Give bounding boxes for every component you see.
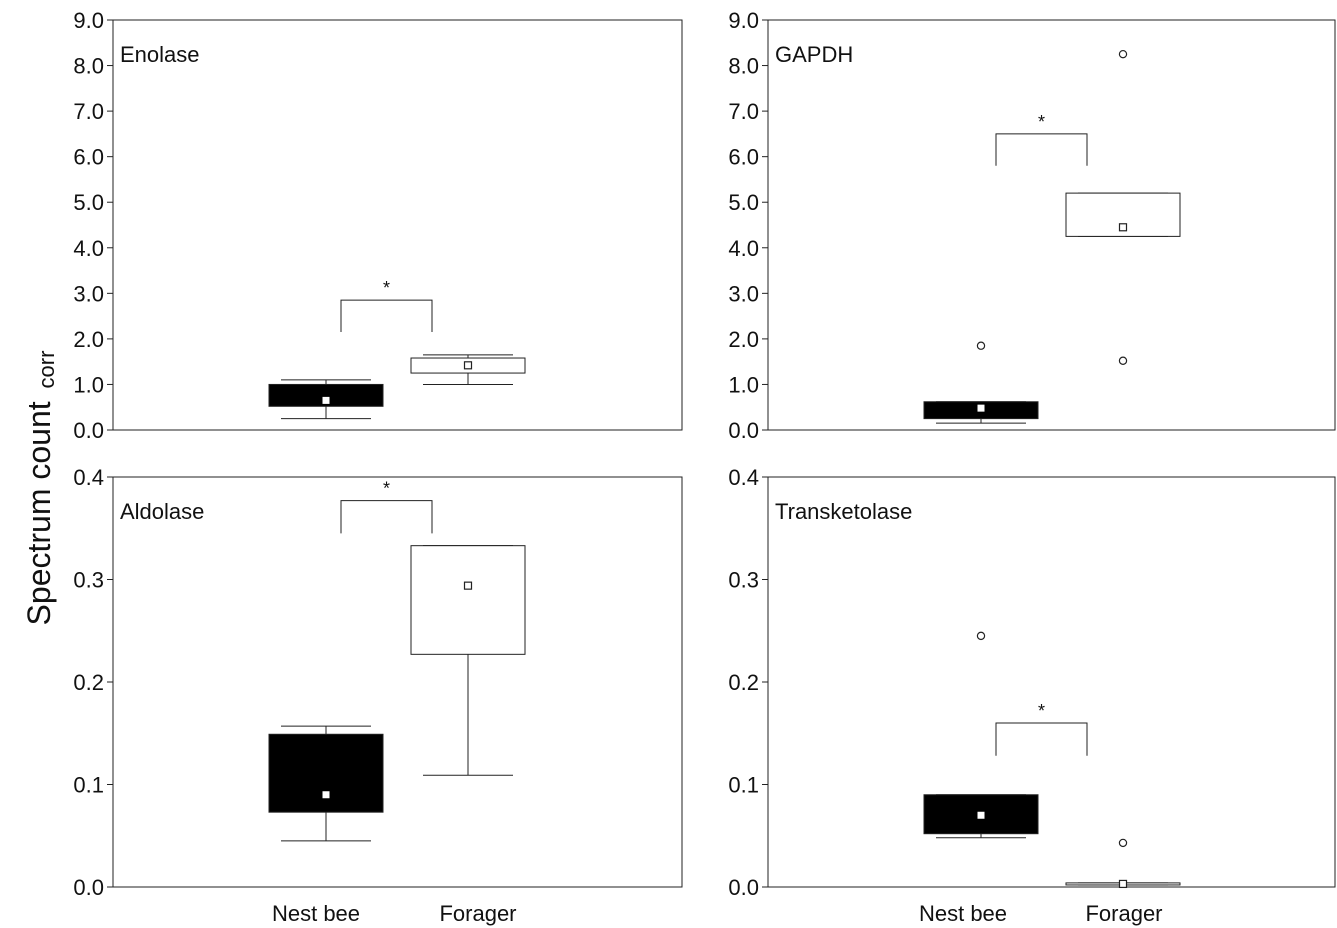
y-tick-label: 0.0 [728,875,759,900]
y-tick-label: 0.0 [73,875,104,900]
significance-bracket-aldolase [340,500,433,534]
y-tick-label: 4.0 [728,236,759,261]
box-iqr [410,545,526,655]
y-tick-label: 0.2 [73,670,104,695]
box-iqr [268,383,384,407]
panel-aldolase: 0.0 0.1 0.2 0.3 0.4 Aldolase * [73,465,683,900]
y-tick-label: 0.4 [728,465,759,490]
y-tick-label: 6.0 [728,145,759,170]
x-category-labels: Nest bee Forager Nest bee Forager [272,901,1163,926]
panel-title-transketolase: Transketolase [775,499,912,524]
box-transketolase-nest-bee [923,631,1039,839]
x-label-nest-bee-left: Nest bee [272,901,360,926]
significance-bracket-transketolase [995,722,1088,756]
mean-marker [463,581,473,590]
outlier-point [1118,356,1128,365]
box-gapdh-forager [1065,49,1181,365]
x-label-forager-left: Forager [439,901,516,926]
y-tick-label: 0.0 [73,418,104,443]
y-tick-label: 9.0 [728,8,759,33]
panel-transketolase: 0.0 0.1 0.2 0.3 0.4 Transketolase * [728,465,1336,900]
y-tick-label: 0.4 [73,465,104,490]
box-gapdh-nest-bee [923,341,1039,424]
y-axis-title: Spectrum count corr [21,351,59,626]
y-tick-label: 6.0 [73,145,104,170]
box-aldolase-nest-bee [268,725,384,842]
box-aldolase-forager [410,545,526,776]
y-axis-title-subscript: corr [34,351,59,389]
y-tick-label: 1.0 [728,372,759,397]
y-tick-label: 0.3 [73,568,104,593]
significance-bracket-enolase [340,299,433,333]
plot-frame-enolase [112,19,683,431]
box-transketolase-forager [1065,838,1181,889]
y-tick-label: 1.0 [73,372,104,397]
y-tick-label: 2.0 [728,327,759,352]
outlier-point [976,341,986,350]
y-tick-label: 7.0 [73,99,104,124]
y-tick-label: 9.0 [73,8,104,33]
y-tick-label: 3.0 [728,281,759,306]
mean-marker [322,791,330,799]
panel-title-aldolase: Aldolase [120,499,204,524]
panel-title-gapdh: GAPDH [775,42,853,67]
y-tick-label: 8.0 [728,54,759,79]
y-tick-label: 0.1 [728,773,759,798]
significance-label-enolase: * [383,278,390,298]
y-tick-label: 7.0 [728,99,759,124]
plot-frame-transketolase [767,476,1336,888]
panel-enolase: 0.0 1.0 2.0 3.0 4.0 5.0 6.0 7.0 8.0 9.0 Enolase * [73,8,683,443]
y-tick-label: 8.0 [73,54,104,79]
significance-label-gapdh: * [1038,112,1045,132]
y-tick-label: 5.0 [728,190,759,215]
mean-marker [322,396,330,404]
plot-frame-aldolase [112,476,683,888]
svg-text:Spectrum count corr: Spectrum count corr [21,351,59,626]
significance-label-aldolase: * [383,479,390,499]
y-tick-label: 0.1 [73,773,104,798]
box-enolase-nest-bee [268,379,384,420]
box-enolase-forager [410,354,526,385]
plot-frame-gapdh [767,19,1336,431]
mean-marker [463,361,473,370]
y-tick-label: 3.0 [73,281,104,306]
y-tick-label: 0.2 [728,670,759,695]
panel-title-enolase: Enolase [120,42,200,67]
significance-label-transketolase: * [1038,701,1045,721]
y-tick-label: 0.3 [728,568,759,593]
y-axis-title-main: Spectrum count [21,401,57,625]
panel-gapdh: 0.0 1.0 2.0 3.0 4.0 5.0 6.0 7.0 8.0 9.0 GAPDH * [728,8,1336,443]
significance-bracket-gapdh [995,133,1088,166]
y-tick-label: 2.0 [73,327,104,352]
x-label-forager-right: Forager [1085,901,1162,926]
mean-marker [977,404,985,412]
outlier-point [1118,49,1128,59]
y-tick-label: 4.0 [73,236,104,261]
mean-marker [1118,223,1128,232]
x-label-nest-bee-right: Nest bee [919,901,1007,926]
box-iqr [268,733,384,813]
y-tick-label: 5.0 [73,190,104,215]
mean-marker [977,811,985,819]
outlier-point [976,631,986,641]
mean-marker [1118,879,1128,889]
y-tick-label: 0.0 [728,418,759,443]
outlier-point [1118,838,1128,848]
